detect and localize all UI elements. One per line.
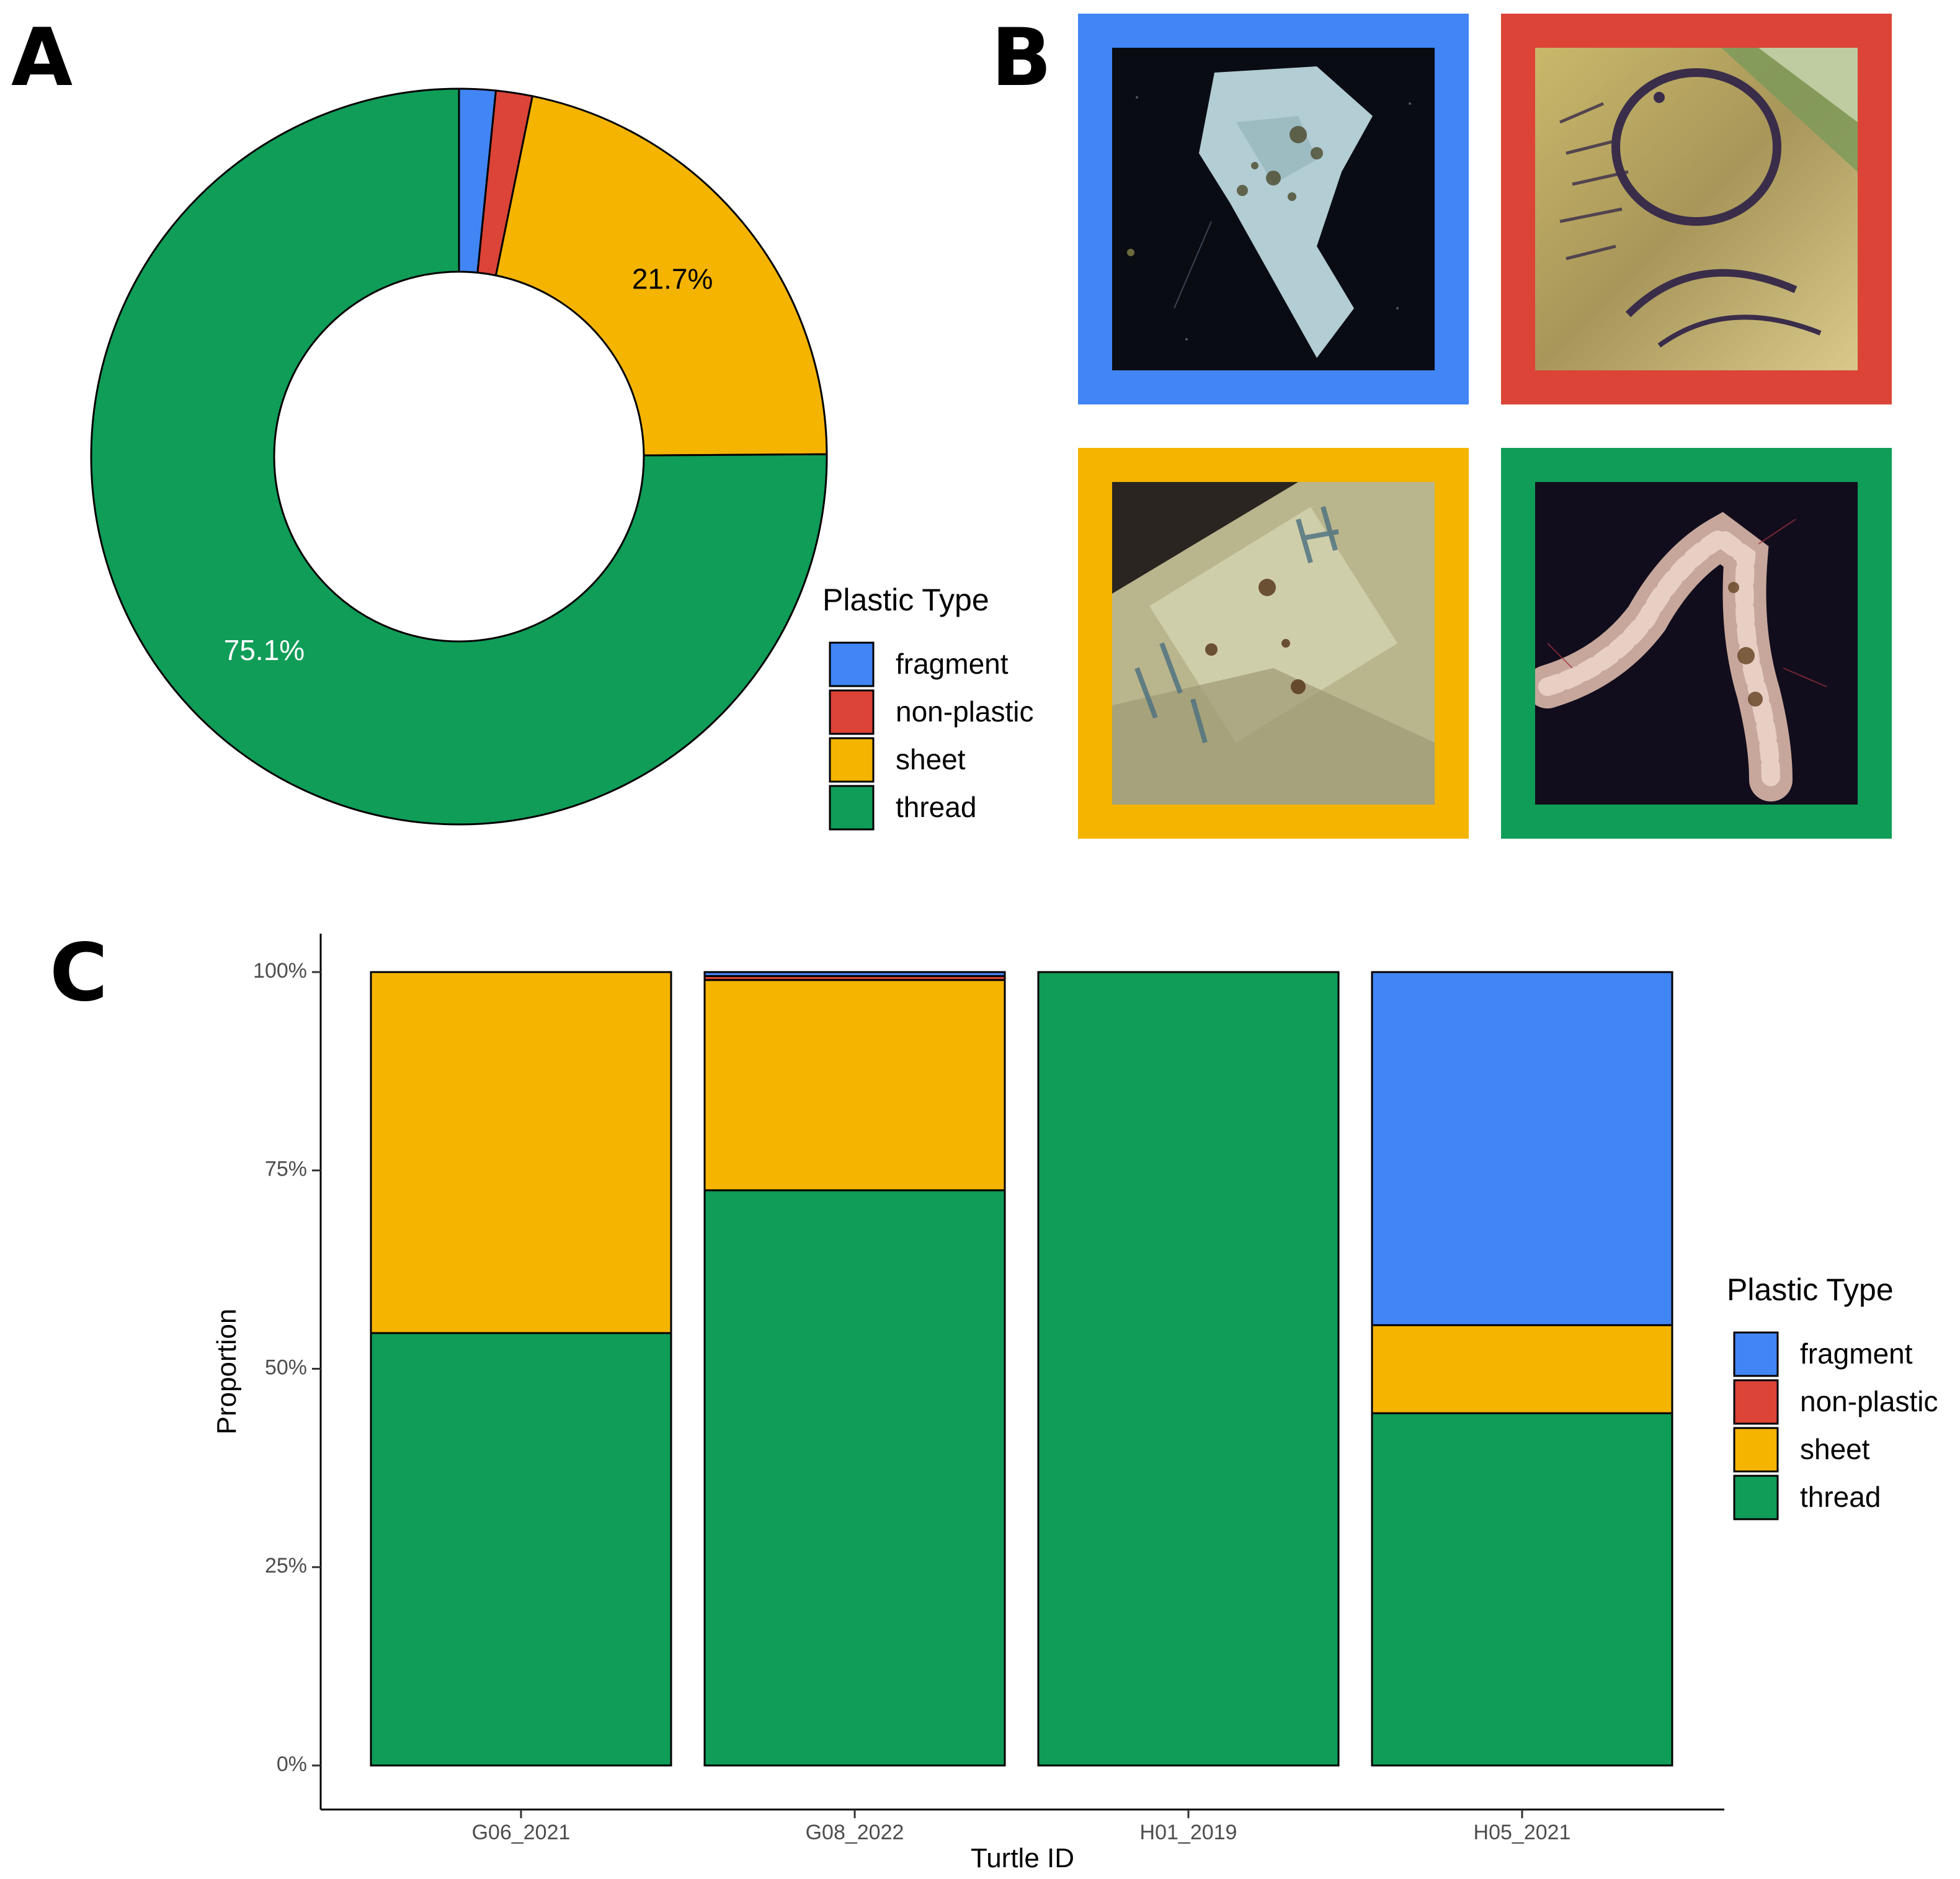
y-axis-title: Proportion [212,1308,242,1434]
donut-slice-thread [90,87,828,826]
donut-legend-title: Plastic Type [822,582,989,617]
x-axis-title: Turtle ID [971,1843,1074,1873]
bar-segment-thread [370,1332,672,1767]
donut-chart: 21.7% 75.1% Plastic Type fragment non-plasti… [90,87,1033,831]
thread-photo-frame [1501,448,1892,839]
bar-legend-label-non-plastic: non-plastic [1800,1385,1938,1417]
y-tick-label: 0% [277,1752,307,1776]
bar-segment-non-plastic [703,975,1006,981]
bar-segment-sheet [1371,1324,1673,1414]
y-tick-label: 100% [253,959,307,983]
x-tick-label: H05_2021 [1474,1821,1571,1844]
y-tick-label: 25% [265,1554,307,1578]
donut-legend-key-sheet [829,737,875,783]
bar-legend-key-non-plastic [1733,1379,1779,1425]
donut-legend-label-non-plastic: non-plastic [896,695,1033,728]
donut-slice-sheet [494,95,828,457]
bar-legend-label-fragment: fragment [1800,1337,1913,1370]
panel-label-a: A [11,12,73,104]
x-tick-label: H01_2019 [1140,1821,1237,1844]
bar-segment-thread [1037,971,1340,1767]
panel-label-c: C [50,927,108,1019]
panel-label-b: B [991,12,1052,104]
donut-legend-key-fragment [829,641,875,687]
y-tick-label: 75% [265,1158,307,1181]
donut-data-label-thread: 75.1% [224,634,305,666]
bar-segment-fragment [1371,971,1673,1326]
sheet-photo-frame [1078,448,1469,839]
donut-legend-label-thread: thread [896,791,976,823]
sheet-specimen-photo [1112,482,1435,805]
x-tick-label: G06_2021 [472,1821,571,1844]
fragment-photo-frame [1078,14,1469,404]
bar-segment-fragment [703,971,1006,977]
non-plastic-specimen-photo [1535,48,1858,370]
bar-segment-sheet [370,971,672,1334]
donut-legend-label-fragment: fragment [896,648,1009,680]
bar-legend-key-sheet [1733,1427,1779,1473]
thread-specimen-photo [1535,482,1858,805]
x-tick-label: G08_2022 [806,1821,904,1844]
bar-legend-label-thread: thread [1800,1481,1881,1513]
fragment-specimen-photo [1112,48,1435,370]
bar-legend-key-fragment [1733,1331,1779,1377]
donut-legend-key-thread [829,785,875,831]
bar-segment-thread [1371,1412,1673,1767]
bar-segment-thread [703,1189,1006,1767]
bar-legend-title: Plastic Type [1727,1272,1894,1307]
bar-segment-sheet [703,979,1006,1192]
donut-legend-key-non-plastic [829,689,875,735]
bar-legend-key-thread [1733,1475,1779,1520]
y-tick-label: 50% [265,1355,307,1379]
donut-legend-label-sheet: sheet [896,743,966,775]
bar-legend-label-sheet: sheet [1800,1433,1870,1465]
non-plastic-photo-frame [1501,14,1892,404]
donut-data-label-sheet: 21.7% [632,262,713,295]
